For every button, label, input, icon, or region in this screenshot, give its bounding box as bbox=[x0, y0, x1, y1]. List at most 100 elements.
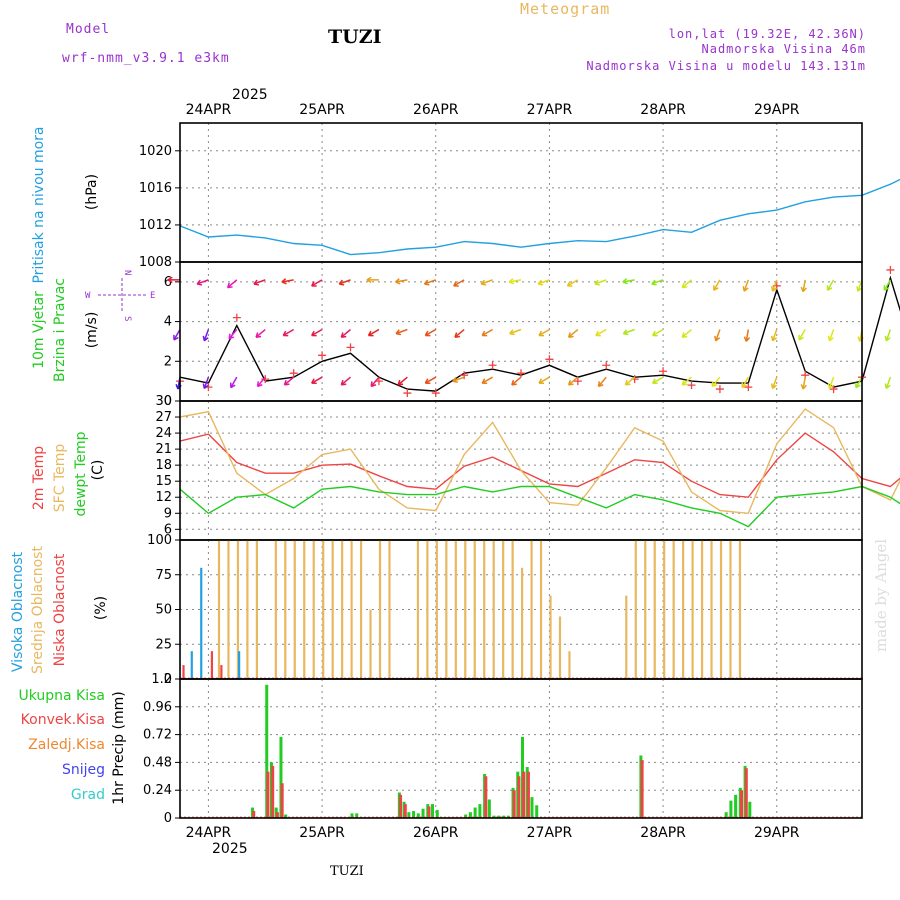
y-tick-label: 4 bbox=[164, 315, 172, 330]
precip-bar bbox=[740, 790, 744, 818]
precip-bar bbox=[416, 813, 420, 818]
y-tick-label: 6 bbox=[164, 522, 172, 537]
wind-arrow bbox=[255, 328, 266, 338]
wind-arrow bbox=[771, 376, 778, 389]
y-tick-label: 100 bbox=[147, 533, 172, 548]
wind-arrow-head bbox=[480, 279, 487, 286]
wind-arrow-head bbox=[884, 383, 891, 390]
y-tick-label: 0 bbox=[164, 811, 172, 826]
wind-arrow-head bbox=[713, 285, 719, 291]
temperature-labels: 2m Temp SFC Temp dewpt Temp (C) bbox=[31, 431, 106, 516]
wind-arrow bbox=[395, 328, 408, 335]
precip-bar bbox=[431, 804, 435, 818]
wind-gust-marker bbox=[403, 389, 412, 398]
clouds-bar bbox=[710, 540, 713, 679]
wind-arrow-head bbox=[397, 379, 404, 386]
wind-arrow-head bbox=[282, 330, 289, 337]
elevation-model: Nadmorska Visina u modelu 143.131m bbox=[586, 59, 866, 73]
wind-arrow-head bbox=[424, 330, 431, 337]
wind-arrow-head bbox=[340, 379, 347, 386]
wind-arrow-head bbox=[340, 332, 347, 338]
wind-arrow bbox=[713, 279, 721, 291]
wind-arrow-head bbox=[567, 332, 574, 338]
wind-arrow-head bbox=[395, 329, 402, 336]
wind-arrow bbox=[256, 376, 266, 387]
wind-gust-marker bbox=[517, 369, 525, 378]
wind-arrow bbox=[681, 376, 692, 386]
wind-arrow-head bbox=[508, 278, 515, 285]
y-tick-label: 75 bbox=[155, 568, 172, 583]
clouds-bar bbox=[369, 609, 372, 679]
precip-conv-title: Konvek.Kisa bbox=[21, 712, 105, 728]
rose-north: N bbox=[122, 270, 132, 275]
wind-arrow-head bbox=[481, 378, 488, 385]
wind-arrow-head bbox=[255, 332, 262, 338]
y-tick-label: 2 bbox=[164, 354, 172, 369]
y-tick-label: 0.72 bbox=[143, 728, 172, 743]
y-tick-label: 24 bbox=[155, 426, 172, 441]
wind-arrow-head bbox=[652, 378, 658, 385]
wind-arrow bbox=[622, 279, 635, 283]
wind-labels: 10m Vjetar Brzina i Pravac (m/s) W E N S bbox=[31, 270, 155, 382]
y-tick-label: 12 bbox=[155, 490, 172, 505]
elevation: Nadmorska Visina 46m bbox=[702, 42, 867, 56]
wind-arrow-head bbox=[256, 381, 263, 388]
precip-bar bbox=[744, 768, 748, 818]
wind-arrow-head bbox=[395, 278, 401, 285]
date-label-bottom: 25APR bbox=[299, 825, 345, 841]
wind-arrow-head bbox=[567, 379, 574, 386]
wind-arrow bbox=[227, 279, 238, 289]
wind-arrow-head bbox=[856, 286, 863, 292]
precip-bar bbox=[412, 811, 416, 818]
precip-bar bbox=[252, 811, 256, 818]
wind-arrow bbox=[452, 376, 465, 382]
wind-arrow-head bbox=[226, 282, 233, 289]
wind-arrow-head bbox=[770, 286, 778, 292]
wind-arrow bbox=[883, 279, 892, 291]
precip-bar bbox=[399, 794, 403, 818]
clouds-bar bbox=[691, 540, 694, 679]
wind-arrow-head bbox=[228, 333, 235, 340]
clouds-bar bbox=[454, 540, 457, 679]
cloud-labels: Visoka Oblacnost Srednja Oblacnost Niska… bbox=[10, 546, 109, 674]
precip-bar bbox=[271, 765, 275, 818]
clouds-bar bbox=[435, 540, 438, 679]
wind-arrow bbox=[228, 329, 238, 340]
precip-bar bbox=[734, 794, 738, 818]
wind-arrow bbox=[203, 376, 210, 389]
wind-arrow-head bbox=[424, 378, 431, 385]
wind-arrow bbox=[368, 328, 380, 337]
wind-arrow bbox=[771, 329, 778, 342]
year-bottom: 2025 bbox=[212, 841, 248, 857]
wind-gust-marker bbox=[289, 369, 298, 378]
wind-gust-marker bbox=[232, 313, 241, 322]
wind-gust-marker bbox=[431, 389, 440, 398]
precip-bar bbox=[724, 812, 728, 818]
clouds-bar bbox=[190, 651, 193, 679]
clouds-bar bbox=[729, 540, 732, 679]
wind-arrow-head bbox=[681, 282, 688, 289]
wind-arrow-head bbox=[311, 281, 317, 287]
wind-arrow-head bbox=[883, 285, 890, 291]
clouds-bar bbox=[663, 540, 666, 679]
wind-arrow-head bbox=[800, 286, 807, 293]
wind-gust-marker bbox=[488, 361, 497, 370]
wind-arrow bbox=[652, 328, 664, 337]
pressure-unit: (hPa) bbox=[84, 174, 100, 210]
temperature-line-0 bbox=[179, 432, 900, 498]
precip-bar bbox=[275, 812, 279, 818]
wind-arrow-head bbox=[537, 279, 544, 286]
wind-arrow bbox=[173, 329, 181, 341]
clouds-bar bbox=[274, 540, 277, 679]
clouds-bar bbox=[246, 540, 249, 679]
y-tick-label: 9 bbox=[164, 506, 172, 521]
wind-arrow-head bbox=[798, 334, 804, 341]
wind-arrow bbox=[681, 328, 692, 338]
wind-arrow bbox=[253, 279, 266, 285]
precip-bar bbox=[265, 684, 269, 818]
date-axis-top: 24APR 25APR 26APR 27APR 28APR 29APR bbox=[186, 102, 800, 118]
y-tick-label: 0.24 bbox=[143, 783, 172, 798]
wind-arrow-head bbox=[452, 376, 458, 383]
y-tick-label: 0.48 bbox=[143, 755, 172, 770]
clouds-bar bbox=[293, 540, 296, 679]
